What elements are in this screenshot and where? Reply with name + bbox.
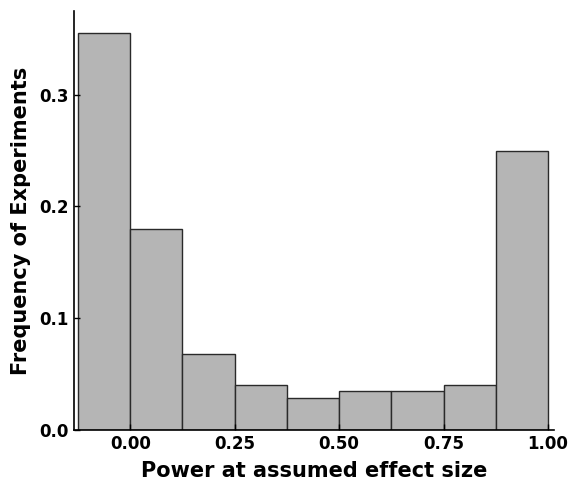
Y-axis label: Frequency of Experiments: Frequency of Experiments — [11, 66, 31, 374]
Bar — [287, 399, 339, 430]
Bar — [235, 385, 287, 430]
X-axis label: Power at assumed effect size: Power at assumed effect size — [141, 461, 487, 481]
Bar — [339, 391, 392, 430]
Bar — [392, 391, 444, 430]
Bar — [183, 354, 235, 430]
Bar — [130, 229, 183, 430]
Bar — [496, 151, 548, 430]
Bar — [78, 33, 130, 430]
Bar — [444, 385, 496, 430]
